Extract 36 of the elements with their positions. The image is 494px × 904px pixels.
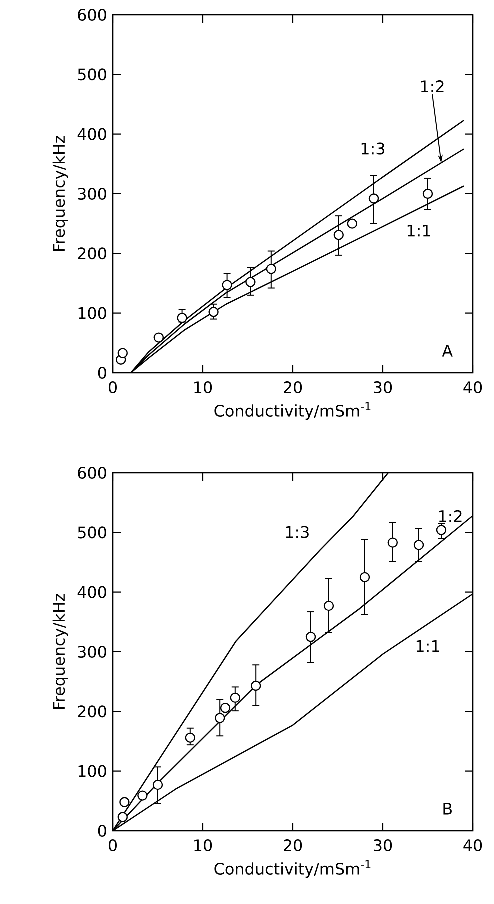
annotation: B	[444, 803, 452, 815]
y-tick-label: 400	[78, 128, 106, 140]
series-label: 1:3	[362, 142, 385, 155]
y-axis-title: Frequency/kHz	[52, 136, 68, 252]
x-tick-label: 30	[374, 840, 392, 852]
annotation: A	[442, 345, 453, 357]
y-tick-label: 200	[78, 706, 106, 718]
y-tick-label: 300	[78, 188, 106, 200]
x-tick-label: 20	[284, 382, 302, 394]
y-tick-label: 100	[78, 765, 106, 778]
legend-label: 1:1	[416, 640, 440, 652]
x-tick-label: 30	[374, 382, 392, 394]
x-tick-label: 10	[194, 840, 212, 852]
y-tick-label: 300	[78, 646, 106, 658]
y-axis-title: Frequency/kHz	[52, 594, 68, 710]
x-tick-label: 0	[108, 840, 118, 852]
x-tick-label: 0	[108, 382, 118, 394]
series-label: 1:2	[439, 510, 462, 522]
y-tick-label: 0	[98, 824, 106, 838]
y-tick-label: 0	[98, 366, 106, 380]
series-label: 1:1	[408, 224, 430, 237]
x-axis-title: Conductivity/mSm$^{-1}$	[214, 860, 371, 878]
text: 1:2	[421, 80, 444, 92]
x-tick-label: 40	[464, 382, 482, 394]
y-tick-label: 100	[78, 307, 106, 320]
x-axis-title: Conductivity/mSm$^{-1}$	[214, 402, 371, 420]
x-tick-label: 10	[194, 382, 212, 394]
x-tick-label: 20	[284, 840, 302, 852]
y-tick-label: 200	[78, 248, 106, 260]
y-tick-label: 500	[78, 68, 106, 81]
y-tick-label: 400	[78, 586, 106, 598]
y-tick-label: 500	[78, 526, 106, 539]
x-tick-label: 40	[464, 840, 482, 852]
series-label: 1:3	[286, 526, 309, 538]
y-tick-label: 600	[78, 8, 106, 22]
y-tick-label: 600	[78, 466, 106, 480]
